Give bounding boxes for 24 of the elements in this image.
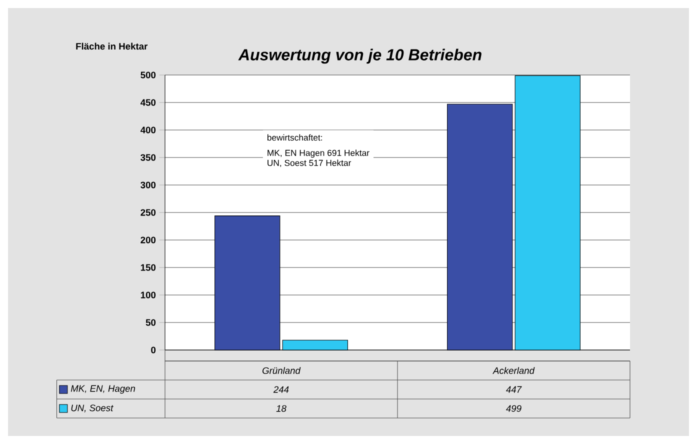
legend-label: MK, EN, Hagen: [70, 385, 136, 394]
y-tick-label: 0: [151, 346, 156, 354]
y-tick-label: 500: [140, 72, 156, 78]
y-axis-title: Fläche in Hektar: [76, 42, 148, 50]
y-tick-label: 350: [140, 154, 156, 161]
annotation: bewirtschaftet:: [267, 134, 322, 141]
y-tick-label: 250: [140, 209, 156, 216]
y-tick-label: 150: [140, 264, 156, 271]
y-tick-label: 450: [140, 99, 156, 106]
data-label: 244: [273, 386, 289, 393]
y-tick-label: 200: [140, 236, 156, 244]
y-tick-label: 100: [140, 292, 156, 298]
data-label: 18: [276, 405, 286, 412]
chart-title: Auswertung von je 10 Betrieben: [238, 48, 482, 64]
annotation: MK, EN Hagen 691 Hektar: [268, 150, 370, 158]
x-tick-label: Grünland: [262, 367, 301, 374]
annotation: UN, Soest 517 Hektar: [268, 160, 352, 167]
data-label: 447: [506, 386, 522, 393]
legend-label: UN, Soest: [71, 404, 114, 412]
x-tick-label: Ackerland: [492, 367, 535, 374]
y-tick-label: 300: [140, 182, 156, 188]
y-tick-label: 400: [140, 126, 156, 134]
data-label: 499: [506, 405, 522, 412]
y-tick-label: 50: [146, 319, 156, 326]
